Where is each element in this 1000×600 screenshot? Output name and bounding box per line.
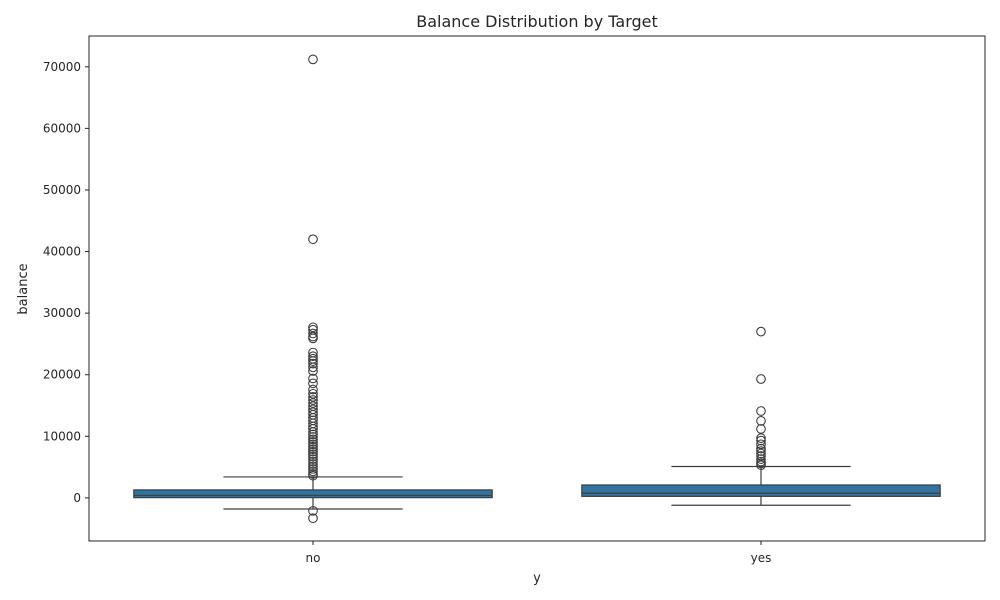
outlier-point xyxy=(308,441,318,452)
y-tick-label: 20000 xyxy=(43,368,81,382)
outlier-point xyxy=(308,464,318,474)
outlier-point xyxy=(308,444,318,455)
outlier-point xyxy=(308,429,318,440)
outlier-point xyxy=(308,432,318,442)
outlier-point xyxy=(756,446,766,456)
outlier-point xyxy=(308,407,318,418)
outlier-point xyxy=(308,392,318,402)
outlier-point xyxy=(308,234,318,245)
y-tick-label: 50000 xyxy=(43,183,81,197)
outlier-point xyxy=(756,448,766,459)
box-iqr xyxy=(133,489,493,499)
outlier-point xyxy=(308,454,318,464)
x-tick-label: yes xyxy=(751,551,772,565)
outlier-point xyxy=(308,446,318,457)
outlier-point xyxy=(308,427,318,437)
x-axis-label: y xyxy=(533,571,541,586)
outlier-point xyxy=(308,461,318,472)
y-tick-label: 10000 xyxy=(43,429,81,443)
outlier-point xyxy=(308,373,318,384)
outlier-point xyxy=(308,424,318,434)
outlier-point xyxy=(308,54,318,65)
outlier-point xyxy=(308,378,318,389)
outlier-point xyxy=(308,328,318,339)
outlier-point xyxy=(308,466,318,477)
plot-frame xyxy=(88,35,986,542)
outlier-point xyxy=(756,416,766,426)
outlier-point xyxy=(308,456,318,467)
y-tick-label: 40000 xyxy=(43,245,81,259)
outlier-point xyxy=(308,356,318,367)
outlier-point xyxy=(756,439,766,450)
outlier-point xyxy=(308,388,318,399)
outlier-point xyxy=(756,433,766,444)
outlier-point xyxy=(308,513,318,524)
outlier-point xyxy=(308,333,318,344)
x-tick-label: no xyxy=(306,551,321,565)
outlier-point xyxy=(756,326,766,337)
y-tick-label: 30000 xyxy=(43,306,81,320)
y-tick-label: 60000 xyxy=(43,121,81,135)
outlier-point xyxy=(308,322,318,333)
outlier-point xyxy=(308,384,318,395)
outlier-point xyxy=(756,374,766,384)
outlier-point xyxy=(308,362,318,373)
outlier-point xyxy=(308,439,318,450)
outlier-point xyxy=(308,451,318,462)
outlier-point xyxy=(308,470,318,481)
outlier-point xyxy=(308,398,318,408)
y-tick-label: 70000 xyxy=(43,60,81,74)
outlier-point xyxy=(756,424,766,434)
outlier-point xyxy=(308,366,318,376)
outlier-point xyxy=(756,406,766,416)
outlier-point xyxy=(308,459,318,469)
outlier-point xyxy=(308,436,318,447)
y-tick-label: 0 xyxy=(73,491,81,505)
outlier-point xyxy=(308,395,318,405)
box-iqr xyxy=(581,484,941,497)
outlier-point xyxy=(756,451,766,461)
chart-title: Balance Distribution by Target xyxy=(416,12,658,31)
outlier-point xyxy=(756,435,766,446)
outlier-point xyxy=(308,358,318,369)
outlier-point xyxy=(308,434,318,445)
outlier-point xyxy=(756,454,766,464)
outlier-point xyxy=(756,460,766,471)
outlier-point xyxy=(756,443,766,454)
y-axis-label: balance xyxy=(16,263,31,314)
outlier-point xyxy=(308,505,318,516)
outlier-point xyxy=(308,351,318,362)
plot-area: 0 10000 20000 30000 40000 50000 60000 70000 no ye… xyxy=(43,35,986,565)
outlier-point xyxy=(308,449,318,460)
outlier-point xyxy=(308,421,318,432)
